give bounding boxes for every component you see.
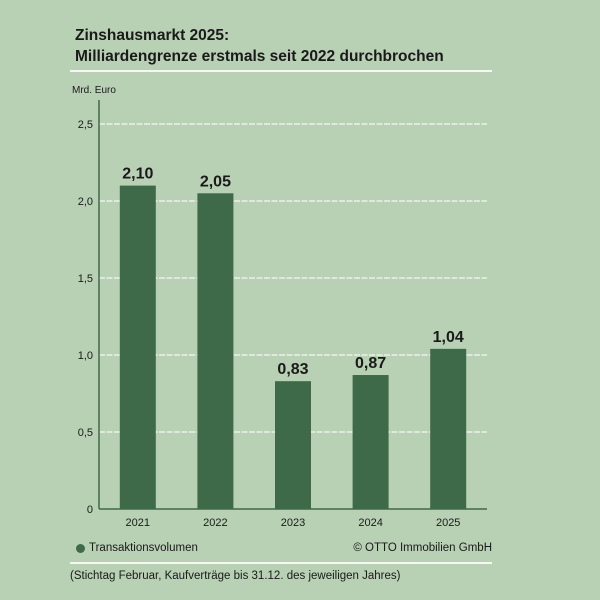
bottom-divider: [70, 562, 492, 564]
source-credit: © OTTO Immobilien GmbH: [353, 542, 492, 554]
title-line-2: Milliardengrenze erstmals seit 2022 durc…: [75, 48, 444, 65]
title-line-1: Zinshausmarkt 2025:: [75, 27, 230, 44]
legend-label: Transaktionsvolumen: [89, 542, 198, 554]
bar: [352, 375, 389, 509]
y-tick-label: 0,5: [78, 427, 93, 439]
chart-title: Zinshausmarkt 2025: Milliardengrenze ers…: [75, 25, 444, 67]
y-tick-label: 2,5: [78, 119, 93, 131]
data-label: 1,04: [433, 329, 464, 346]
bar: [197, 193, 234, 510]
footnote: (Stichtag Februar, Kaufverträge bis 31.1…: [70, 570, 401, 582]
x-tick-label: 2023: [281, 517, 305, 529]
legend-marker-icon: [76, 543, 85, 553]
bar: [119, 185, 156, 509]
y-axis-label: Mrd. Euro: [72, 85, 116, 96]
y-tick-label: 2,0: [78, 196, 93, 208]
bar: [430, 348, 467, 509]
data-label: 2,10: [122, 166, 153, 183]
legend: Transaktionsvolumen: [76, 542, 198, 554]
x-tick-label: 2024: [358, 517, 382, 529]
data-label: 2,05: [200, 173, 231, 190]
top-divider: [70, 70, 492, 72]
x-tick-label: 2022: [203, 517, 227, 529]
y-tick-label: 0: [87, 504, 93, 516]
y-tick-label: 1,5: [78, 273, 93, 285]
x-tick-label: 2025: [436, 517, 460, 529]
y-tick-label: 1,0: [78, 350, 93, 362]
x-tick-label: 2021: [126, 517, 150, 529]
bar: [275, 381, 311, 509]
data-label: 0,87: [355, 355, 386, 372]
data-label: 0,83: [277, 361, 308, 378]
